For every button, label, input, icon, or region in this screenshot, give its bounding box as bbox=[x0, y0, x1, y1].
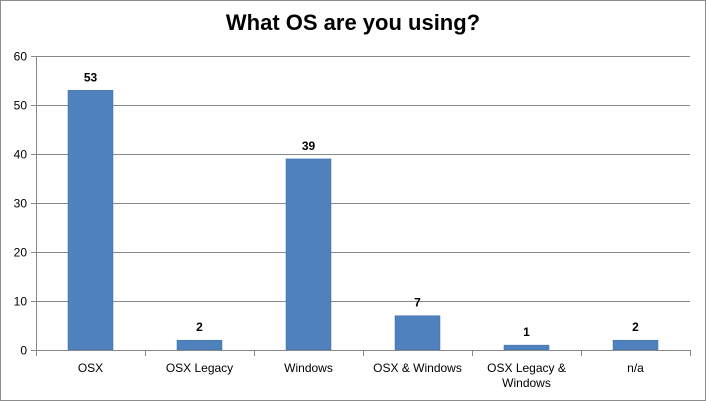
gridlines bbox=[36, 56, 690, 302]
labels: 0 10 20 30 40 50 60 53 OSX 2 OSX Legacy 39 Windows 7 O… bbox=[14, 50, 645, 391]
data-label: 53 bbox=[84, 70, 98, 84]
x-tick-label-line: n/a bbox=[627, 361, 644, 375]
y-tick-label: 30 bbox=[14, 197, 28, 211]
x-tick-label: n/a bbox=[627, 361, 644, 375]
data-label: 1 bbox=[523, 325, 530, 339]
bar bbox=[394, 315, 441, 351]
x-tick-label-line: Windows bbox=[502, 376, 551, 390]
data-label: 2 bbox=[632, 320, 639, 334]
x-tick-label: Windows bbox=[284, 361, 333, 375]
bar bbox=[503, 344, 550, 351]
x-tick-label: OSX Legacy & Windows bbox=[487, 361, 566, 390]
x-tick-label-line: OSX & Windows bbox=[373, 361, 462, 375]
y-tick-label: 10 bbox=[14, 295, 28, 309]
x-tick-label-line: OSX Legacy & bbox=[487, 361, 566, 375]
bars bbox=[67, 90, 659, 351]
bar bbox=[176, 339, 223, 351]
data-label: 7 bbox=[414, 296, 421, 310]
x-tick-label-line: OSX bbox=[78, 361, 103, 375]
bar bbox=[285, 158, 332, 351]
y-tick-label: 20 bbox=[14, 246, 28, 260]
x-tick-label: OSX bbox=[78, 361, 103, 375]
x-tick-label: OSX & Windows bbox=[373, 361, 462, 375]
data-label: 2 bbox=[196, 320, 203, 334]
y-tick-label: 0 bbox=[20, 344, 27, 358]
y-tick-label: 60 bbox=[14, 50, 28, 64]
y-tick-label: 40 bbox=[14, 148, 28, 162]
y-tick-label: 50 bbox=[14, 99, 28, 113]
x-tick-label: OSX Legacy bbox=[166, 361, 233, 375]
x-tick-label-line: OSX Legacy bbox=[166, 361, 233, 375]
axes bbox=[31, 56, 691, 356]
bar bbox=[612, 339, 659, 351]
bar bbox=[67, 90, 114, 351]
x-tick-label-line: Windows bbox=[284, 361, 333, 375]
data-label: 39 bbox=[302, 139, 316, 153]
chart-title: What OS are you using? bbox=[225, 10, 481, 35]
